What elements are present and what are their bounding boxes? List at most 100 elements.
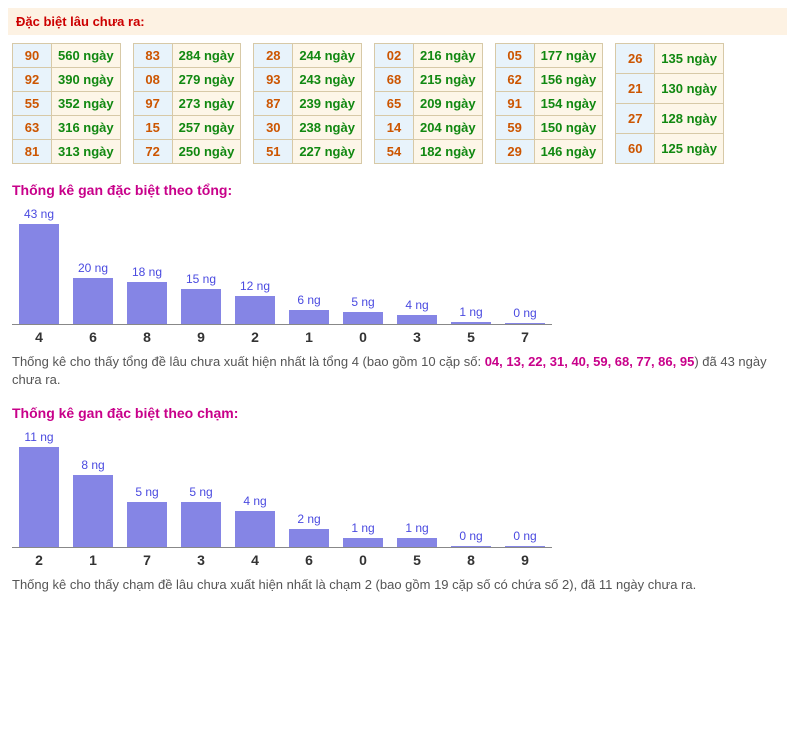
- num-cell: 87: [254, 92, 293, 116]
- chart2-xaxis: 2173460589: [12, 552, 552, 568]
- bar-value-label: 0 ng: [513, 306, 536, 320]
- days-cell: 390 ngày: [52, 68, 121, 92]
- num-cell: 51: [254, 140, 293, 164]
- bar-column: 4 ng: [390, 298, 444, 324]
- chart1-xaxis: 4689210357: [12, 329, 552, 345]
- num-cell: 26: [616, 44, 655, 74]
- chart2-desc: Thống kê cho thấy chạm đề lâu chưa xuất …: [12, 576, 783, 594]
- num-cell: 92: [13, 68, 52, 92]
- bar-value-label: 0 ng: [513, 529, 536, 543]
- days-cell: 560 ngày: [52, 44, 121, 68]
- xaxis-label: 1: [282, 329, 336, 345]
- bar-rect: [127, 282, 167, 324]
- chart1-desc-pairs: 04, 13, 22, 31, 40, 59, 68, 77, 86, 95: [485, 354, 695, 369]
- bar-rect: [127, 502, 167, 547]
- days-cell: 284 ngày: [172, 44, 241, 68]
- num-cell: 14: [374, 116, 413, 140]
- bar-value-label: 5 ng: [351, 295, 374, 309]
- bar-value-label: 6 ng: [297, 293, 320, 307]
- bar-value-label: 0 ng: [459, 529, 482, 543]
- xaxis-label: 8: [120, 329, 174, 345]
- days-cell: 209 ngày: [413, 92, 482, 116]
- bar-column: 20 ng: [66, 261, 120, 325]
- bar-value-label: 8 ng: [81, 458, 104, 472]
- days-cell: 150 ngày: [534, 116, 603, 140]
- bar-rect: [505, 323, 545, 324]
- header-title: Đặc biệt lâu chưa ra:: [8, 8, 787, 35]
- bar-rect: [289, 529, 329, 547]
- bar-value-label: 18 ng: [132, 265, 162, 279]
- bar-column: 8 ng: [66, 458, 120, 548]
- days-cell: 227 ngày: [293, 140, 362, 164]
- num-cell: 83: [133, 44, 172, 68]
- xaxis-label: 0: [336, 552, 390, 568]
- num-cell: 30: [254, 116, 293, 140]
- num-cell: 59: [495, 116, 534, 140]
- bar-value-label: 4 ng: [243, 494, 266, 508]
- num-cell: 05: [495, 44, 534, 68]
- num-cell: 27: [616, 104, 655, 134]
- bar-column: 0 ng: [498, 529, 552, 547]
- chart2: 11 ng8 ng5 ng5 ng4 ng2 ng1 ng1 ng0 ng0 n…: [12, 427, 552, 548]
- bar-column: 1 ng: [390, 521, 444, 547]
- days-cell: 182 ngày: [413, 140, 482, 164]
- bar-column: 12 ng: [228, 279, 282, 324]
- bar-column: 15 ng: [174, 272, 228, 324]
- num-cell: 63: [13, 116, 52, 140]
- bar-value-label: 12 ng: [240, 279, 270, 293]
- num-cell: 60: [616, 134, 655, 164]
- bar-rect: [451, 546, 491, 547]
- bar-column: 5 ng: [120, 485, 174, 547]
- num-cell: 81: [13, 140, 52, 164]
- number-table: 05177 ngày62156 ngày91154 ngày59150 ngày…: [495, 43, 604, 164]
- days-cell: 156 ngày: [534, 68, 603, 92]
- days-cell: 128 ngày: [655, 104, 724, 134]
- bar-column: 18 ng: [120, 265, 174, 324]
- tables-container: 90560 ngày92390 ngày55352 ngày63316 ngày…: [8, 43, 787, 164]
- days-cell: 125 ngày: [655, 134, 724, 164]
- num-cell: 21: [616, 74, 655, 104]
- bar-column: 0 ng: [444, 529, 498, 547]
- xaxis-label: 6: [282, 552, 336, 568]
- bar-column: 5 ng: [174, 485, 228, 547]
- days-cell: 177 ngày: [534, 44, 603, 68]
- chart1: 43 ng20 ng18 ng15 ng12 ng6 ng5 ng4 ng1 n…: [12, 204, 552, 325]
- number-table: 83284 ngày08279 ngày97273 ngày15257 ngày…: [133, 43, 242, 164]
- chart2-title: Thống kê gan đặc biệt theo chạm:: [12, 405, 787, 421]
- xaxis-label: 3: [390, 329, 444, 345]
- xaxis-label: 8: [444, 552, 498, 568]
- bar-value-label: 1 ng: [405, 521, 428, 535]
- bar-rect: [397, 538, 437, 547]
- bar-column: 11 ng: [12, 430, 66, 547]
- bar-column: 1 ng: [444, 305, 498, 324]
- bar-rect: [343, 538, 383, 547]
- days-cell: 239 ngày: [293, 92, 362, 116]
- bar-column: 6 ng: [282, 293, 336, 324]
- bar-column: 1 ng: [336, 521, 390, 547]
- xaxis-label: 9: [498, 552, 552, 568]
- bar-rect: [451, 322, 491, 324]
- bar-value-label: 1 ng: [459, 305, 482, 319]
- number-table: 90560 ngày92390 ngày55352 ngày63316 ngày…: [12, 43, 121, 164]
- bar-rect: [343, 312, 383, 324]
- bar-value-label: 4 ng: [405, 298, 428, 312]
- num-cell: 55: [13, 92, 52, 116]
- xaxis-label: 7: [498, 329, 552, 345]
- bar-column: 5 ng: [336, 295, 390, 324]
- num-cell: 91: [495, 92, 534, 116]
- bar-rect: [235, 296, 275, 324]
- num-cell: 93: [254, 68, 293, 92]
- xaxis-label: 5: [390, 552, 444, 568]
- xaxis-label: 4: [12, 329, 66, 345]
- bar-rect: [73, 475, 113, 548]
- num-cell: 90: [13, 44, 52, 68]
- days-cell: 244 ngày: [293, 44, 362, 68]
- num-cell: 65: [374, 92, 413, 116]
- bar-rect: [73, 278, 113, 325]
- days-cell: 313 ngày: [52, 140, 121, 164]
- bar-rect: [397, 315, 437, 324]
- bar-value-label: 5 ng: [189, 485, 212, 499]
- xaxis-label: 2: [228, 329, 282, 345]
- num-cell: 72: [133, 140, 172, 164]
- bar-value-label: 15 ng: [186, 272, 216, 286]
